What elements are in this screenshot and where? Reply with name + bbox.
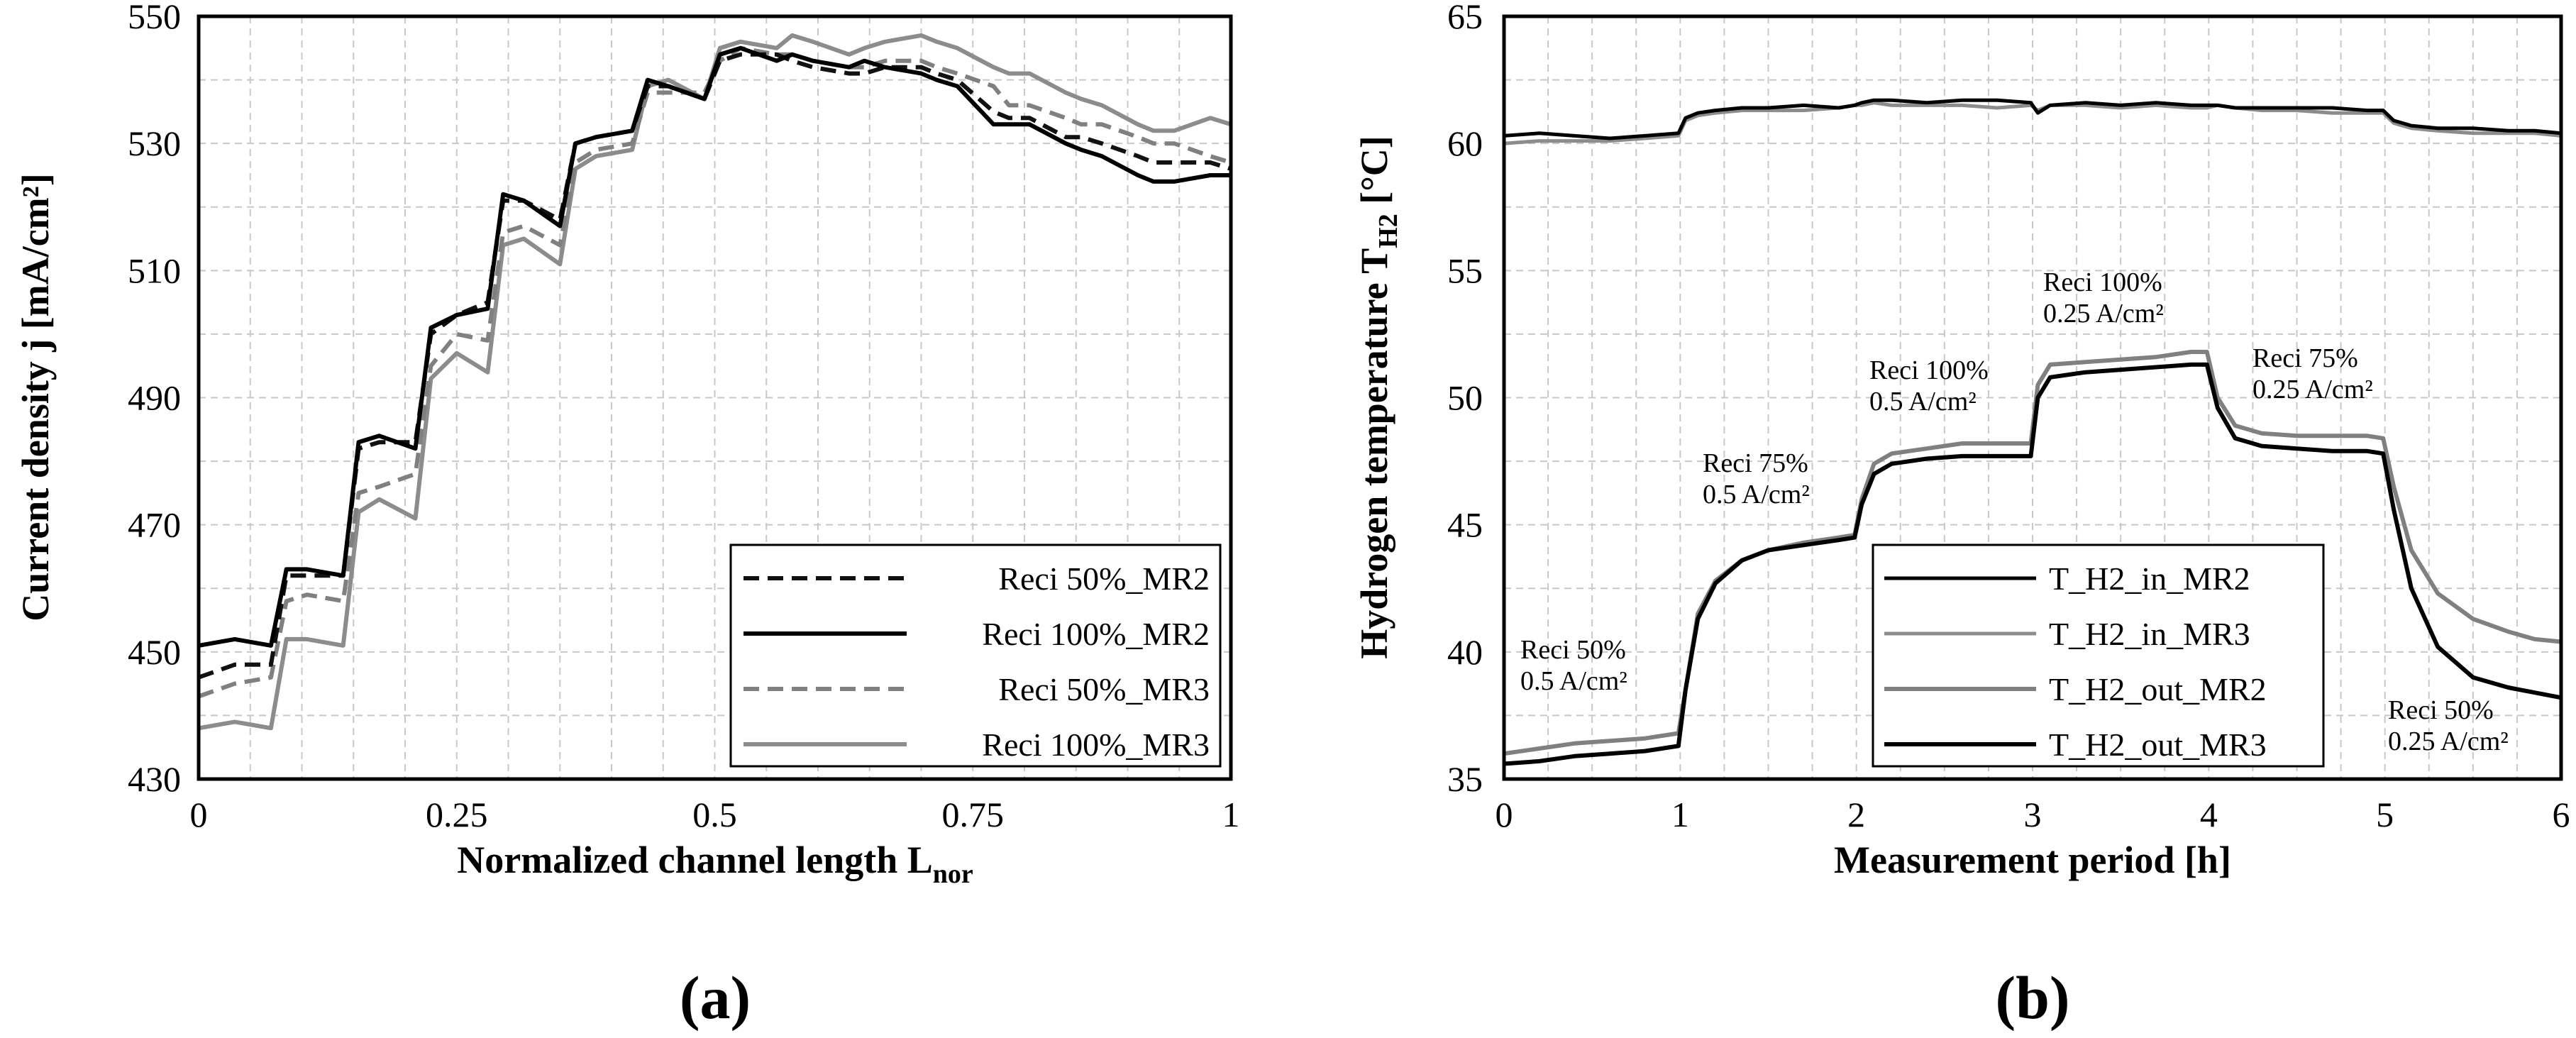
panel-b-annotation-text: Reci 100% — [2043, 267, 2162, 297]
panel-b-y-tick-label: 55 — [1447, 250, 1483, 290]
panel-b-x-tick-labels: 0 1 2 3 4 5 6 — [1496, 795, 2570, 834]
panel-b-label: (b) — [1995, 964, 2069, 1032]
panel-a-y-axis-title: Current density j [mA/cm²] — [14, 173, 57, 622]
panel-b-y-axis-title: Hydrogen temperature TH2 [°C] — [1353, 136, 1403, 659]
panel-a-x-axis-title-subscript: nor — [933, 859, 973, 889]
panel-a-x-tick-label: 1 — [1222, 795, 1240, 834]
panel-a-legend-label: Reci 50%_MR2 — [998, 561, 1210, 597]
panel-a-y-tick-label: 510 — [128, 250, 181, 290]
panel-b-x-tick-label: 2 — [1847, 795, 1865, 834]
panel-b-x-tick-label: 3 — [2024, 795, 2042, 834]
panel-a-series — [198, 33, 1232, 731]
panel-a-y-tick-label: 530 — [128, 123, 181, 163]
panel-b-y-axis-title-unit: [°C] — [1353, 136, 1395, 214]
panel-a-legend-box — [729, 543, 1222, 768]
panel-a-label: (a) — [680, 964, 751, 1032]
panel-a-y-tick-label: 550 — [128, 0, 181, 36]
panel-b-annotation-text: 0.25 A/cm² — [2388, 727, 2509, 756]
panel-b-y-tick-label: 35 — [1447, 759, 1483, 799]
panel-b-annotation-text: Reci 75% — [1703, 448, 1808, 478]
panel-a-y-tick-label: 430 — [128, 759, 181, 799]
panel-b-series-line-4 — [1503, 362, 2562, 766]
panel-a-y-tick-label: 490 — [128, 378, 181, 418]
panel-b-y-tick-label: 50 — [1447, 378, 1483, 418]
panel-b-y-tick-label: 60 — [1447, 123, 1483, 163]
panel-a-y-tick-labels: 430 450 470 490 510 530 550 — [128, 0, 181, 799]
panel-b-x-tick-label: 0 — [1496, 795, 1513, 834]
panel-a-y-tick-label: 470 — [128, 505, 181, 545]
panel-b-series-line-1 — [1503, 98, 2562, 140]
panel-b-legend-label: T_H2_in_MR2 — [2049, 561, 2250, 597]
panel-a-x-tick-label: 0.5 — [692, 795, 737, 834]
panel-b-annotation-text: 0.25 A/cm² — [2043, 299, 2164, 328]
panel-b-grid — [1504, 16, 2561, 779]
panel-b-annotation-text: Reci 100% — [1869, 355, 1989, 385]
panel-a-plot-frame — [197, 14, 1233, 781]
panel-b-y-axis-title-text: Hydrogen temperature T — [1353, 248, 1395, 659]
panel-b-y-tick-label: 65 — [1447, 0, 1483, 36]
panel-a-series-line-2 — [198, 45, 1231, 648]
panel-a-x-tick-label: 0.75 — [942, 795, 1005, 834]
panel-a-legend-label: Reci 100%_MR2 — [982, 616, 1210, 652]
panel-b-y-axis-title-subscript: H2 — [1373, 214, 1403, 248]
panel-a-x-axis-title-text: Normalized channel length L — [457, 839, 933, 881]
panel-b-plot-frame — [1502, 14, 2563, 781]
panel-b-y-tick-label: 45 — [1447, 505, 1483, 545]
panel-b-y-tick-labels: 35 40 45 50 55 60 65 — [1447, 0, 1483, 799]
panel-a-legend: Reci 50%_MR2 Reci 100%_MR2 Reci 50%_MR3 Rec… — [729, 543, 1222, 768]
panel-a-legend-label: Reci 100%_MR3 — [982, 727, 1210, 763]
panel-b-annotation-text: 0.5 A/cm² — [1869, 387, 1977, 416]
panel-b-x-axis-title: Measurement period [h] — [1834, 839, 2231, 881]
panel-a-legend-label: Reci 50%_MR3 — [998, 671, 1210, 707]
panel-b-x-tick-label: 1 — [1671, 795, 1689, 834]
panel-b-series — [1503, 98, 2562, 766]
panel-b-annotation-text: 0.25 A/cm² — [2252, 375, 2373, 404]
panel-b-legend: T_H2_in_MR2 T_H2_in_MR3 T_H2_out_MR2 T_H2_o… — [1872, 543, 2325, 768]
panel-a: 0 0.25 0.5 0.75 1 430 450 470 490 510 530 550 Norm… — [14, 0, 1240, 1032]
panel-b-annotation-text: Reci 50% — [1520, 635, 1626, 665]
panel-a-x-tick-labels: 0 0.25 0.5 0.75 1 — [190, 795, 1240, 834]
panel-b-legend-label: T_H2_out_MR3 — [2049, 727, 2267, 763]
panel-a-y-tick-label: 450 — [128, 632, 181, 672]
panel-a-x-tick-label: 0.25 — [426, 795, 488, 834]
panel-b-legend-label: T_H2_out_MR2 — [2049, 671, 2267, 707]
panel-b-legend-label: T_H2_in_MR3 — [2049, 616, 2250, 652]
panel-a-series-line-4 — [198, 33, 1232, 731]
panel-b-x-tick-label: 5 — [2376, 795, 2394, 834]
panel-a-series-line-1 — [198, 52, 1232, 680]
panel-b-annotation-text: 0.5 A/cm² — [1520, 666, 1627, 696]
panel-b-x-tick-label: 6 — [2553, 795, 2570, 834]
panel-b-annotation-text: Reci 50% — [2388, 695, 2494, 725]
panel-b-legend-box — [1872, 543, 2325, 768]
panel-a-x-axis-title: Normalized channel length Lnor — [457, 839, 973, 889]
panel-a-x-tick-label: 0 — [190, 795, 208, 834]
panel-b-annotation-text: 0.5 A/cm² — [1703, 480, 1810, 509]
panel-b-x-tick-label: 4 — [2200, 795, 2218, 834]
panel-b-annotation-text: Reci 75% — [2252, 343, 2358, 373]
panel-b-y-tick-label: 40 — [1447, 632, 1483, 672]
